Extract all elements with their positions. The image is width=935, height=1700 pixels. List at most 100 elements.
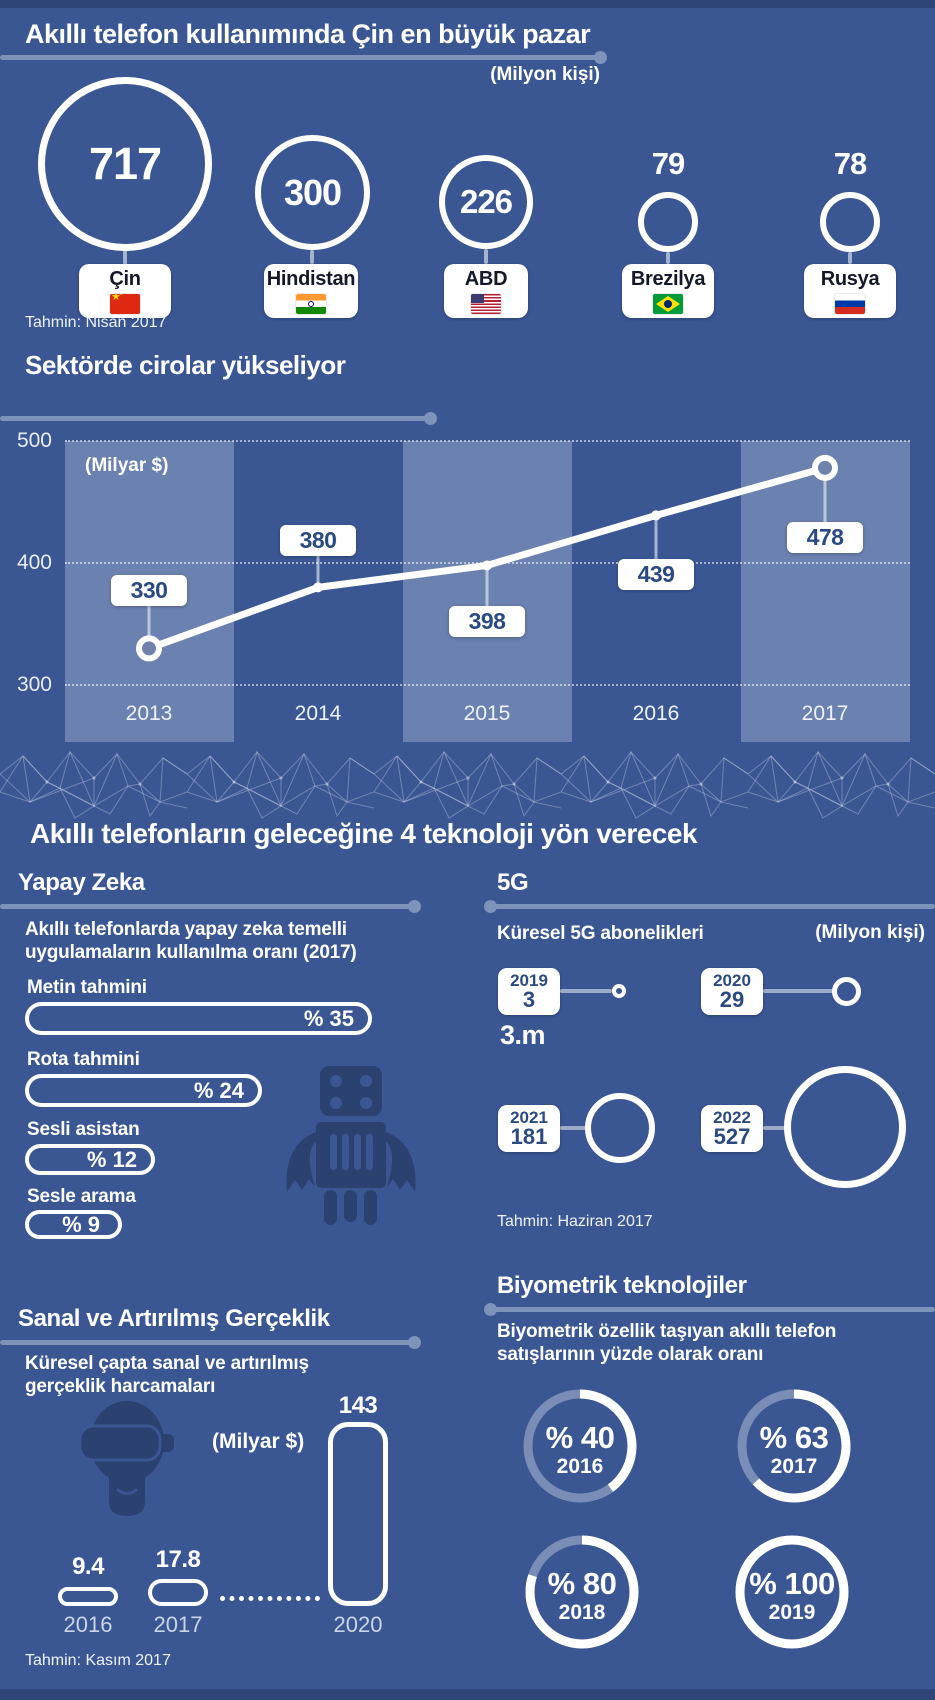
- brazil-flag-icon: [653, 294, 683, 314]
- vr-bar-2016: [58, 1587, 118, 1606]
- ai-heading: Yapay Zeka: [18, 869, 145, 896]
- bubble-russia: [820, 192, 880, 252]
- g5-value-2020: 29: [719, 986, 745, 1012]
- donut-2018-year: 2018: [558, 1601, 606, 1624]
- xlabel-2017: 2017: [801, 702, 849, 725]
- g5-ring-2021: [585, 1093, 655, 1163]
- ytick-300: 300: [16, 673, 52, 696]
- value-box-2013: 330: [111, 575, 187, 606]
- revenue-rule-dot: [424, 412, 437, 425]
- bubble-usa-stem: [484, 249, 488, 264]
- point-2014: [313, 582, 323, 593]
- g5-connector-2021: [560, 1126, 588, 1130]
- g5-rule: [492, 904, 935, 909]
- bottom-strip: [0, 1689, 935, 1700]
- country-card-china: Çin ★ ★: [79, 264, 171, 318]
- xlabel-2016: 2016: [632, 702, 680, 725]
- bubble-russia-value: 78: [833, 146, 867, 181]
- donut-2018: [525, 1535, 639, 1649]
- vr-subtitle: Küresel çapta sanal ve artırılmış gerçek…: [25, 1353, 309, 1398]
- g5-year-2022: 2022: [713, 1107, 751, 1127]
- bubble-india: 300: [255, 135, 370, 250]
- country-name-india: Hindistan: [266, 268, 356, 290]
- vr-heading: Sanal ve Artırılmış Gerçeklik: [18, 1305, 330, 1332]
- g5-unit-label: (Milyon kişi): [815, 922, 925, 943]
- section1-rule-dot: [594, 51, 607, 64]
- ai-subtitle: Akıllı telefonlarda yapay zeka temelli u…: [25, 919, 357, 964]
- xlabel-2015: 2015: [463, 702, 511, 725]
- ai-bar-label-2: Rota tahmini: [27, 1049, 140, 1070]
- bubble-china-stem: [123, 250, 127, 265]
- g5-box-2021: 2021 181: [498, 1105, 560, 1152]
- china-flag-icon: ★ ★: [110, 294, 140, 314]
- g5-rule-dot: [484, 900, 497, 913]
- india-flag-icon: [296, 294, 326, 314]
- ai-bar-label-4: Sesle arama: [27, 1186, 136, 1207]
- g5-connector-2019: [560, 989, 612, 993]
- ai-bar-3: % 12: [25, 1144, 155, 1175]
- vr-headset-icon: [78, 1401, 174, 1516]
- vr-year-2016: 2016: [63, 1612, 113, 1637]
- bubble-india-value: 300: [283, 171, 342, 213]
- bubble-usa: 226: [439, 155, 533, 249]
- donut-2019-year: 2019: [768, 1601, 816, 1624]
- xlabel-2013: 2013: [125, 702, 173, 725]
- country-name-china: Çin: [109, 268, 141, 290]
- g5-connector-2020: [763, 989, 833, 993]
- value-box-2016: 439: [618, 559, 694, 590]
- country-name-brazil: Brezilya: [630, 268, 706, 290]
- bubble-india-stem: [310, 250, 314, 264]
- g5-connector-2022: [763, 1126, 787, 1130]
- section1-rule: [0, 55, 598, 60]
- donut-2016: [523, 1389, 637, 1503]
- donut-2018-value: % 80: [547, 1566, 617, 1601]
- bubble-china-value: 717: [88, 138, 162, 189]
- vr-bar-2020: [328, 1422, 388, 1606]
- revenue-line-chart: [136, 454, 838, 662]
- bubble-russia-stem: [848, 252, 852, 264]
- donut-2019: [735, 1535, 849, 1649]
- bio-heading: Biyometrik teknolojiler: [497, 1272, 747, 1299]
- value-box-2017: 478: [787, 522, 863, 553]
- ai-bar-1: % 35: [25, 1002, 372, 1035]
- xlabel-2014: 2014: [294, 702, 342, 725]
- value-box-2014: 380: [280, 525, 356, 556]
- g5-ring-2022: [784, 1066, 906, 1188]
- country-card-usa: ABD: [444, 264, 528, 318]
- g5-box-2022: 2022 527: [701, 1105, 763, 1152]
- point-2017: [812, 454, 838, 481]
- value-box-2015: 398: [449, 606, 525, 637]
- bubble-usa-value: 226: [459, 183, 513, 220]
- g5-year-2021: 2021: [510, 1107, 548, 1127]
- donut-2017: [737, 1389, 851, 1503]
- donut-2017-year: 2017: [770, 1455, 818, 1478]
- vr-bar-2017: [148, 1579, 208, 1606]
- top-strip: [0, 0, 935, 8]
- ai-rule: [0, 904, 416, 909]
- g5-box-2020: 2020 29: [701, 968, 763, 1015]
- g5-footnote: Tahmin: Haziran 2017: [497, 1213, 653, 1230]
- gridline-300: [65, 684, 910, 686]
- bubble-brazil: [638, 192, 698, 252]
- g5-note: 3.m: [500, 1020, 546, 1050]
- donut-2016-year: 2016: [556, 1455, 604, 1478]
- country-card-russia: Rusya: [804, 264, 896, 318]
- bubble-brazil-stem: [666, 252, 670, 264]
- ai-bar-label-1: Metin tahmini: [27, 977, 147, 998]
- usa-flag-icon: [471, 294, 501, 314]
- vr-rule-dot: [408, 1336, 421, 1349]
- g5-subtitle: Küresel 5G abonelikleri: [497, 923, 704, 944]
- point-2015: [482, 560, 492, 571]
- bubble-china: 717: [38, 77, 212, 251]
- vr-year-2017: 2017: [153, 1612, 203, 1637]
- revenue-rule: [0, 416, 428, 421]
- section1-unit-label: (Milyon kişi): [490, 64, 600, 85]
- ai-rule-dot: [408, 900, 421, 913]
- g5-year-2020: 2020: [713, 970, 751, 990]
- vr-value-2016: 9.4: [72, 1553, 104, 1580]
- ai-bar-2: % 24: [25, 1074, 262, 1107]
- g5-value-2019: 3: [522, 986, 536, 1012]
- robot-icon: [286, 1066, 416, 1225]
- vr-unit-label: (Milyar $): [212, 1430, 305, 1453]
